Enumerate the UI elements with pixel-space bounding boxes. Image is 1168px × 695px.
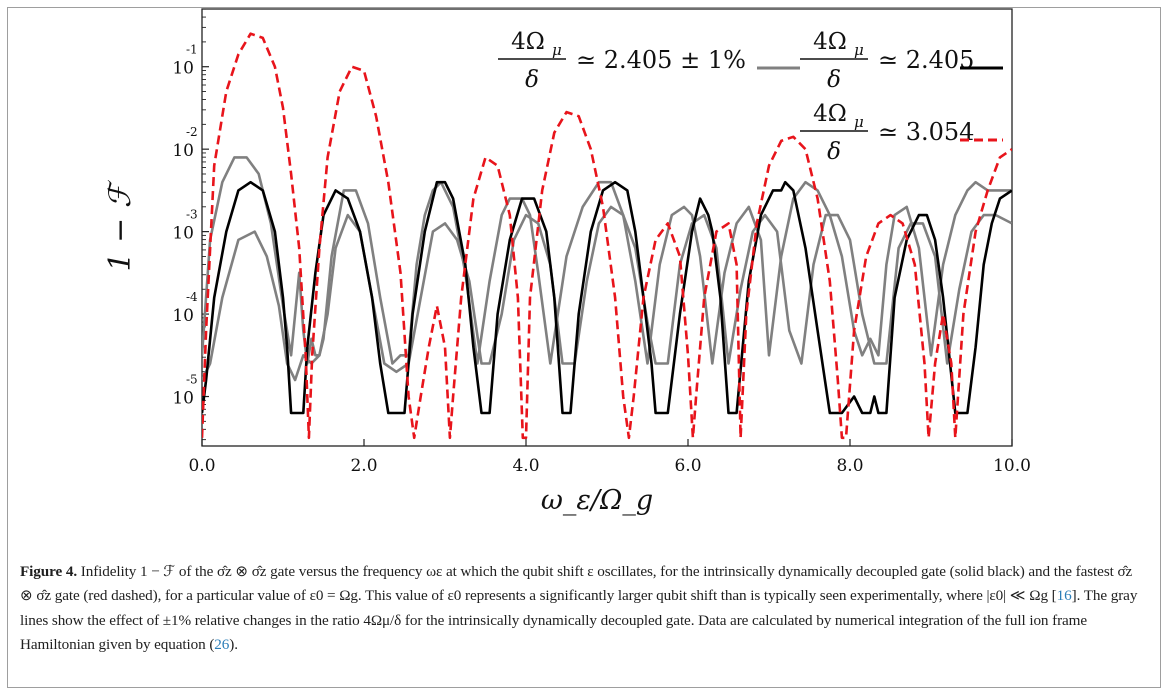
y-tick-exp-1: -2 bbox=[186, 125, 198, 139]
y-tick-exp-2: -3 bbox=[186, 208, 198, 222]
caption-label: Figure 4. bbox=[20, 563, 78, 580]
chart: 0.0 2.0 4.0 6.0 8.0 10.010-110-210-310-410-5 … bbox=[103, 8, 1031, 516]
caption-text-3: ). bbox=[229, 636, 238, 654]
legend-entry-black: 4Ω μδ ≃ 2.405 bbox=[800, 29, 974, 93]
legend-entry-red: 4Ω μδ ≃ 3.054 bbox=[800, 101, 974, 165]
legend-rhs-gray: ≃ 2.405 ± 1% bbox=[576, 46, 746, 74]
legend-sub-gray: μ bbox=[552, 41, 562, 59]
x-tick-label-1: 2.0 bbox=[350, 456, 377, 476]
figure-caption: Figure 4. Infidelity 1 − ℱ of the σ̂z ⊗ … bbox=[20, 560, 1148, 658]
x-tick-label-0: 0.0 bbox=[188, 456, 215, 476]
series-line-gray_upper bbox=[202, 156, 1012, 365]
x-tick-label-3: 6.0 bbox=[674, 456, 701, 476]
legend-sub-red: μ bbox=[854, 113, 864, 131]
series-line-gray_lower bbox=[202, 205, 1012, 382]
series-line-red bbox=[202, 32, 1012, 440]
x-tick-label-4: 8.0 bbox=[836, 456, 863, 476]
y-tick-label-4: 10 bbox=[172, 389, 194, 409]
legend-sub-black: μ bbox=[854, 41, 864, 59]
y-tick-exp-4: -5 bbox=[186, 373, 198, 387]
y-tick-exp-0: -1 bbox=[186, 43, 198, 57]
x-tick-label-5: 10.0 bbox=[993, 456, 1031, 476]
caption-text: Infidelity 1 − ℱ of the σ̂z ⊗ σ̂z gate v… bbox=[20, 563, 1133, 605]
legend-den-red: δ bbox=[827, 139, 841, 165]
y-tick-label-0: 10 bbox=[172, 59, 194, 79]
y-tick-label-3: 10 bbox=[172, 306, 194, 326]
caption-ref-26[interactable]: 26 bbox=[214, 636, 230, 654]
caption-ref-16[interactable]: 16 bbox=[1056, 587, 1072, 605]
legend-rhs-red: ≃ 3.054 bbox=[878, 118, 974, 146]
legend-den-gray: δ bbox=[525, 67, 539, 93]
legend-entry-gray: 4Ω μδ ≃ 2.405 ± 1% bbox=[498, 29, 746, 93]
y-axis-label: 1 − ℱ bbox=[103, 179, 138, 271]
legend-rhs-black: ≃ 2.405 bbox=[878, 46, 974, 74]
y-tick-label-1: 10 bbox=[172, 141, 194, 161]
legend-den-black: δ bbox=[827, 67, 841, 93]
legend-num-black: 4Ω bbox=[813, 29, 847, 55]
x-tick-label-2: 4.0 bbox=[512, 456, 539, 476]
caption-text-2: ]. The gray lines show the effect of ±1%… bbox=[20, 587, 1138, 654]
y-tick-label-2: 10 bbox=[172, 224, 194, 244]
x-axis-label: ω_ε/Ω_g bbox=[541, 485, 653, 516]
series-line-black bbox=[202, 180, 1012, 415]
legend-num-red: 4Ω bbox=[813, 101, 847, 127]
figure-frame bbox=[7, 7, 1161, 688]
legend-num-gray: 4Ω bbox=[511, 29, 545, 55]
y-tick-exp-3: -4 bbox=[186, 290, 198, 304]
